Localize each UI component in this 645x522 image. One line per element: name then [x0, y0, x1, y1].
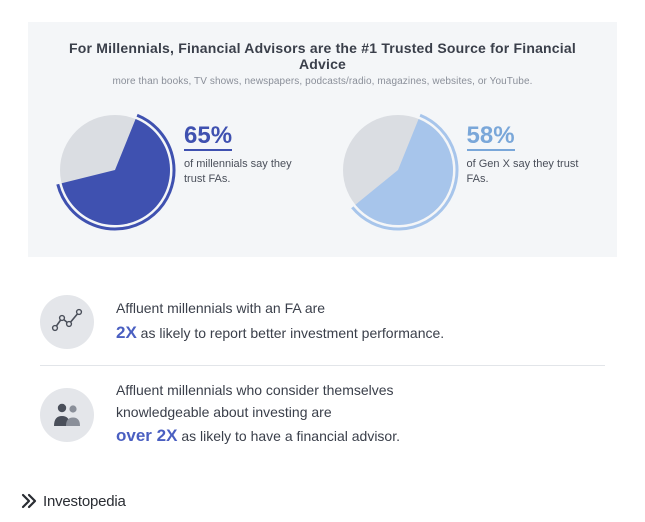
pie-desc-genx: of Gen X say they trust FAs.: [467, 157, 587, 187]
pie-percent-millennials: 65%: [184, 123, 232, 151]
stat-row-performance: Affluent millennials with an FA are 2X a…: [40, 281, 605, 365]
pie-percent-genx: 58%: [467, 123, 515, 151]
brand-name: Investopedia: [43, 493, 126, 510]
stat-row-knowledgeable: Affluent millennials who consider themse…: [40, 365, 605, 466]
pie-chart-genx: [333, 105, 463, 235]
pie-block-genx: 58% of Gen X say they trust FAs.: [333, 105, 596, 235]
headline-panel: For Millennials, Financial Advisors are …: [28, 22, 617, 257]
pie-block-millennials: 65% of millennials say they trust FAs.: [50, 105, 313, 235]
brand-logo: Investopedia: [20, 492, 126, 510]
pie-desc-millennials: of millennials say they trust FAs.: [184, 157, 304, 187]
stat-text-knowledgeable: Affluent millennials who consider themse…: [116, 380, 400, 450]
stat-text-performance: Affluent millennials with an FA are 2X a…: [116, 298, 444, 346]
pie-charts-row: 65% of millennials say they trust FAs. 5…: [50, 105, 595, 235]
stat-emphasis: over 2X: [116, 426, 177, 445]
investopedia-icon: [20, 492, 38, 510]
stat-emphasis: 2X: [116, 323, 137, 342]
panel-subtitle: more than books, TV shows, newspapers, p…: [50, 76, 595, 87]
chart-line-icon: [40, 295, 94, 349]
panel-title: For Millennials, Financial Advisors are …: [50, 40, 595, 72]
people-icon: [40, 388, 94, 442]
stats-section: Affluent millennials with an FA are 2X a…: [40, 281, 605, 466]
pie-chart-millennials: [50, 105, 180, 235]
